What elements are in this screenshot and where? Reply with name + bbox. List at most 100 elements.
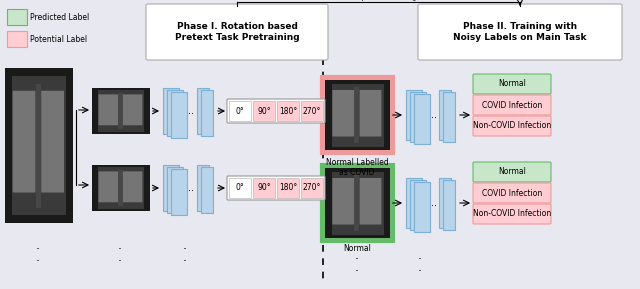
Text: ·: · xyxy=(355,253,359,266)
Text: Normal: Normal xyxy=(343,244,371,253)
FancyBboxPatch shape xyxy=(92,88,150,134)
FancyBboxPatch shape xyxy=(227,176,325,200)
Text: 90°: 90° xyxy=(257,107,271,116)
Text: COVID Infection: COVID Infection xyxy=(482,188,542,197)
Text: 0°: 0° xyxy=(236,107,244,116)
FancyBboxPatch shape xyxy=(473,74,551,94)
FancyBboxPatch shape xyxy=(360,90,381,136)
Text: ·: · xyxy=(418,266,422,279)
Text: Normal: Normal xyxy=(498,79,526,88)
FancyBboxPatch shape xyxy=(322,77,393,153)
FancyBboxPatch shape xyxy=(414,182,430,232)
Text: 90°: 90° xyxy=(257,184,271,192)
FancyBboxPatch shape xyxy=(201,167,213,213)
Text: 180°: 180° xyxy=(279,184,297,192)
Text: Non-COVID Infection: Non-COVID Infection xyxy=(473,121,551,131)
FancyBboxPatch shape xyxy=(229,178,251,198)
FancyBboxPatch shape xyxy=(5,68,73,223)
Text: ·: · xyxy=(118,244,122,257)
Text: 0°: 0° xyxy=(236,184,244,192)
FancyBboxPatch shape xyxy=(410,92,426,142)
FancyBboxPatch shape xyxy=(443,180,455,230)
FancyBboxPatch shape xyxy=(123,95,142,125)
FancyBboxPatch shape xyxy=(325,168,390,238)
FancyBboxPatch shape xyxy=(301,101,323,121)
FancyBboxPatch shape xyxy=(360,178,381,225)
FancyBboxPatch shape xyxy=(12,76,66,215)
FancyBboxPatch shape xyxy=(98,90,144,132)
FancyBboxPatch shape xyxy=(473,183,551,203)
FancyBboxPatch shape xyxy=(118,92,123,129)
FancyBboxPatch shape xyxy=(99,171,118,202)
FancyBboxPatch shape xyxy=(277,178,299,198)
FancyBboxPatch shape xyxy=(332,178,354,225)
FancyBboxPatch shape xyxy=(332,84,383,147)
FancyBboxPatch shape xyxy=(7,9,27,25)
FancyBboxPatch shape xyxy=(201,90,213,136)
Text: 270°: 270° xyxy=(303,107,321,116)
FancyBboxPatch shape xyxy=(414,94,430,144)
FancyBboxPatch shape xyxy=(197,88,209,134)
FancyBboxPatch shape xyxy=(332,171,383,234)
Text: ·: · xyxy=(36,244,40,257)
FancyBboxPatch shape xyxy=(36,84,41,208)
Text: ..: .. xyxy=(188,106,194,116)
FancyBboxPatch shape xyxy=(7,31,27,47)
FancyBboxPatch shape xyxy=(332,90,354,136)
FancyBboxPatch shape xyxy=(229,101,251,121)
FancyBboxPatch shape xyxy=(123,171,142,202)
FancyBboxPatch shape xyxy=(322,165,393,241)
FancyBboxPatch shape xyxy=(253,101,275,121)
FancyBboxPatch shape xyxy=(41,91,64,192)
FancyBboxPatch shape xyxy=(163,165,179,211)
FancyBboxPatch shape xyxy=(473,116,551,136)
FancyBboxPatch shape xyxy=(325,80,390,150)
FancyBboxPatch shape xyxy=(473,204,551,224)
Text: Non-COVID Infection: Non-COVID Infection xyxy=(473,210,551,218)
Text: 180°: 180° xyxy=(279,107,297,116)
FancyBboxPatch shape xyxy=(118,170,123,206)
Text: Predicted Label: Predicted Label xyxy=(30,12,89,21)
FancyBboxPatch shape xyxy=(355,175,360,231)
Text: ..: .. xyxy=(431,110,437,120)
Text: ·: · xyxy=(183,244,187,257)
FancyBboxPatch shape xyxy=(301,178,323,198)
FancyBboxPatch shape xyxy=(253,178,275,198)
FancyBboxPatch shape xyxy=(227,99,325,123)
Text: ·: · xyxy=(418,253,422,266)
FancyBboxPatch shape xyxy=(410,180,426,230)
Text: ·: · xyxy=(183,255,187,268)
FancyBboxPatch shape xyxy=(406,90,422,140)
FancyBboxPatch shape xyxy=(418,4,622,60)
Text: ·: · xyxy=(118,255,122,268)
Text: Normal Labelled
as COVID: Normal Labelled as COVID xyxy=(326,158,388,177)
Text: Normal: Normal xyxy=(498,168,526,177)
FancyBboxPatch shape xyxy=(171,92,187,138)
FancyBboxPatch shape xyxy=(406,178,422,228)
Text: ..: .. xyxy=(188,183,194,193)
FancyBboxPatch shape xyxy=(13,91,35,192)
Text: 270°: 270° xyxy=(303,184,321,192)
Text: Phase II. Training with
Noisy Labels on Main Task: Phase II. Training with Noisy Labels on … xyxy=(453,22,587,42)
FancyBboxPatch shape xyxy=(99,95,118,125)
Text: COVID Infection: COVID Infection xyxy=(482,101,542,110)
FancyBboxPatch shape xyxy=(473,95,551,115)
FancyBboxPatch shape xyxy=(167,167,183,213)
FancyBboxPatch shape xyxy=(197,165,209,211)
FancyBboxPatch shape xyxy=(92,165,150,211)
FancyBboxPatch shape xyxy=(171,169,187,215)
Text: ·: · xyxy=(36,255,40,268)
FancyBboxPatch shape xyxy=(355,87,360,143)
FancyBboxPatch shape xyxy=(473,162,551,182)
Text: ..: .. xyxy=(431,198,437,208)
FancyBboxPatch shape xyxy=(439,178,451,228)
FancyBboxPatch shape xyxy=(146,4,328,60)
FancyBboxPatch shape xyxy=(277,101,299,121)
FancyBboxPatch shape xyxy=(443,92,455,142)
Text: ·: · xyxy=(355,266,359,279)
FancyBboxPatch shape xyxy=(439,90,451,140)
Text: Potential Label: Potential Label xyxy=(30,34,87,44)
Text: Phase I. Rotation based
Pretext Task Pretraining: Phase I. Rotation based Pretext Task Pre… xyxy=(175,22,300,42)
Text: Initialize Phase II. with pretrained weights from Phase I.: Initialize Phase II. with pretrained wei… xyxy=(282,0,476,1)
FancyBboxPatch shape xyxy=(163,88,179,134)
